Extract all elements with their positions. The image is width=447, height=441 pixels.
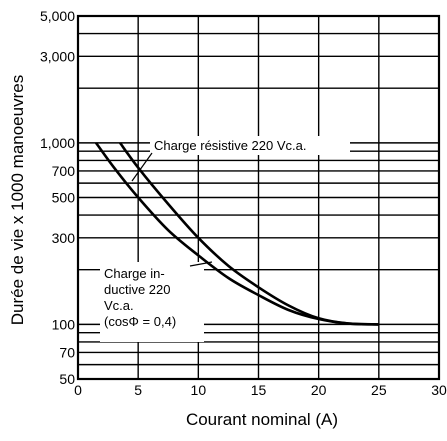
inductive-label-line: (cosΦ = 0,4) [104, 314, 176, 329]
y-tick-label: 500 [52, 190, 76, 206]
x-tick-label: 25 [371, 382, 387, 398]
y-tick-label: 300 [52, 230, 76, 246]
tick-labels: 0 5 10 15 20 25 30 50 70 100 300 500 700 1,000 3,000 5,… [40, 8, 447, 398]
y-tick-label: 70 [59, 344, 75, 360]
y-tick-label: 3,000 [40, 48, 75, 64]
inductive-label-bg [100, 262, 204, 342]
y-tick-label: 50 [59, 371, 75, 387]
y-tick-label: 5,000 [40, 8, 75, 24]
x-tick-label: 0 [74, 382, 82, 398]
x-axis-title: Courant nominal (A) [186, 410, 338, 429]
inductive-leader [189, 261, 213, 267]
y-axis-title: Durée de vie x 1000 manoeuvres [8, 75, 27, 325]
y-tick-label: 700 [52, 163, 76, 179]
inductive-label-line: Vc.a. [104, 298, 134, 313]
inductive-curve [94, 142, 379, 326]
x-tick-label: 5 [134, 382, 142, 398]
resistive-label: Charge résistive 220 Vc.a. [154, 138, 306, 153]
curves [94, 142, 379, 326]
x-tick-label: 15 [251, 382, 267, 398]
plot-frame [76, 14, 441, 381]
annotations: Charge résistive 220 Vc.a. Charge in-duct… [100, 136, 350, 342]
x-tick-label: 30 [431, 382, 447, 398]
inductive-label-line: ductive 220 [104, 282, 171, 297]
resistive-leader [131, 152, 153, 182]
x-tick-label: 10 [191, 382, 207, 398]
y-tick-label: 100 [52, 316, 76, 332]
inductive-label-line: Charge in- [104, 266, 165, 281]
resistive-label-bg [150, 136, 350, 155]
x-tick-label: 20 [311, 382, 327, 398]
y-tick-label: 1,000 [40, 135, 75, 151]
